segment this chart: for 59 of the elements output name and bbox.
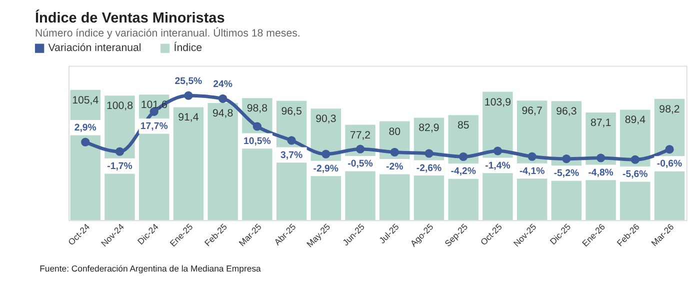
point: [493, 146, 502, 156]
point: [528, 152, 536, 161]
point: [356, 144, 365, 154]
data-label: 80: [388, 126, 401, 138]
chart-subtitle: Número índice y variación interanual. Últimos 18 meses.: [35, 26, 300, 40]
point: [665, 145, 674, 154]
data-label: 82,9: [418, 122, 440, 134]
chart-title: Índice de Ventas Minoristas: [35, 9, 225, 26]
source-note: Fuente: Confederación Argentina de la Mediana Empresa: [40, 263, 262, 274]
data-label: 2,9%: [74, 122, 97, 134]
data-label: -4,2%: [450, 166, 476, 178]
bar: [208, 103, 238, 220]
data-label: -0,5%: [348, 158, 374, 170]
data-label: 25,5%: [174, 76, 203, 87]
data-label: 87,1: [590, 117, 612, 130]
legend-label: Índice: [174, 41, 202, 54]
data-label: 77,2: [350, 129, 371, 142]
data-label: -2,6%: [416, 162, 442, 174]
data-label: -4,8%: [588, 167, 614, 178]
data-label: 89,4: [624, 114, 646, 126]
point: [424, 149, 434, 158]
point: [115, 147, 124, 156]
data-label: -2%: [386, 162, 404, 173]
data-label: 90,3: [316, 113, 336, 126]
data-label: 105,4: [72, 94, 99, 106]
data-label: -5,2%: [554, 168, 580, 180]
bar: [173, 107, 204, 220]
data-label: 98,8: [246, 102, 268, 115]
data-label: 17,7%: [140, 121, 168, 132]
point: [81, 138, 90, 146]
point: [252, 122, 262, 131]
point: [322, 150, 330, 158]
data-label: 91,4: [178, 112, 199, 124]
data-label: 98,2: [659, 103, 680, 116]
data-label: 85: [457, 120, 470, 132]
data-label: 100,8: [106, 100, 134, 112]
point: [562, 154, 571, 164]
data-label: -0,6%: [656, 158, 683, 170]
data-label: 94,8: [212, 108, 234, 120]
data-label: -1,7%: [107, 160, 133, 172]
point: [459, 152, 468, 162]
point: [596, 154, 606, 162]
data-label: 24%: [213, 79, 233, 90]
data-label: 103,9: [484, 96, 512, 108]
data-label: 96,5: [281, 105, 302, 118]
point: [218, 94, 228, 103]
legend-label: Variación interanual: [48, 42, 142, 54]
point: [630, 155, 640, 164]
data-label: 3,7%: [280, 150, 303, 161]
data-label: 96,7: [522, 105, 542, 118]
point: [287, 136, 296, 145]
data-label: -5,6%: [622, 168, 648, 180]
data-label: -2,9%: [313, 163, 339, 174]
data-label: 10,5%: [244, 136, 272, 147]
data-label: 96,3: [556, 106, 577, 118]
data-label: -1,4%: [485, 160, 511, 172]
point: [390, 148, 399, 157]
point: [184, 91, 193, 100]
data-label: -4,1%: [519, 166, 546, 177]
